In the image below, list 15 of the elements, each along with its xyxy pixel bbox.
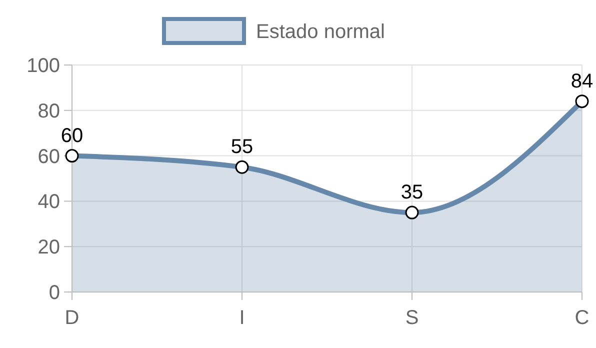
x-tick-label: D bbox=[64, 307, 80, 329]
y-tick-label: 80 bbox=[38, 100, 60, 122]
x-tick-label: S bbox=[405, 307, 419, 329]
x-tick-label: I bbox=[239, 307, 245, 329]
x-tick-label: C bbox=[574, 307, 590, 329]
y-tick-label: 20 bbox=[38, 236, 60, 259]
data-label: 35 bbox=[400, 182, 424, 204]
data-label: 60 bbox=[60, 124, 84, 147]
y-tick-label: 60 bbox=[38, 146, 60, 168]
y-tick-label: 0 bbox=[48, 282, 60, 304]
legend-label: Estado normal bbox=[256, 21, 385, 43]
data-label: 84 bbox=[570, 70, 594, 92]
y-tick-label: 100 bbox=[26, 55, 60, 77]
y-tick-label: 40 bbox=[38, 191, 60, 214]
data-label: 55 bbox=[230, 136, 254, 158]
